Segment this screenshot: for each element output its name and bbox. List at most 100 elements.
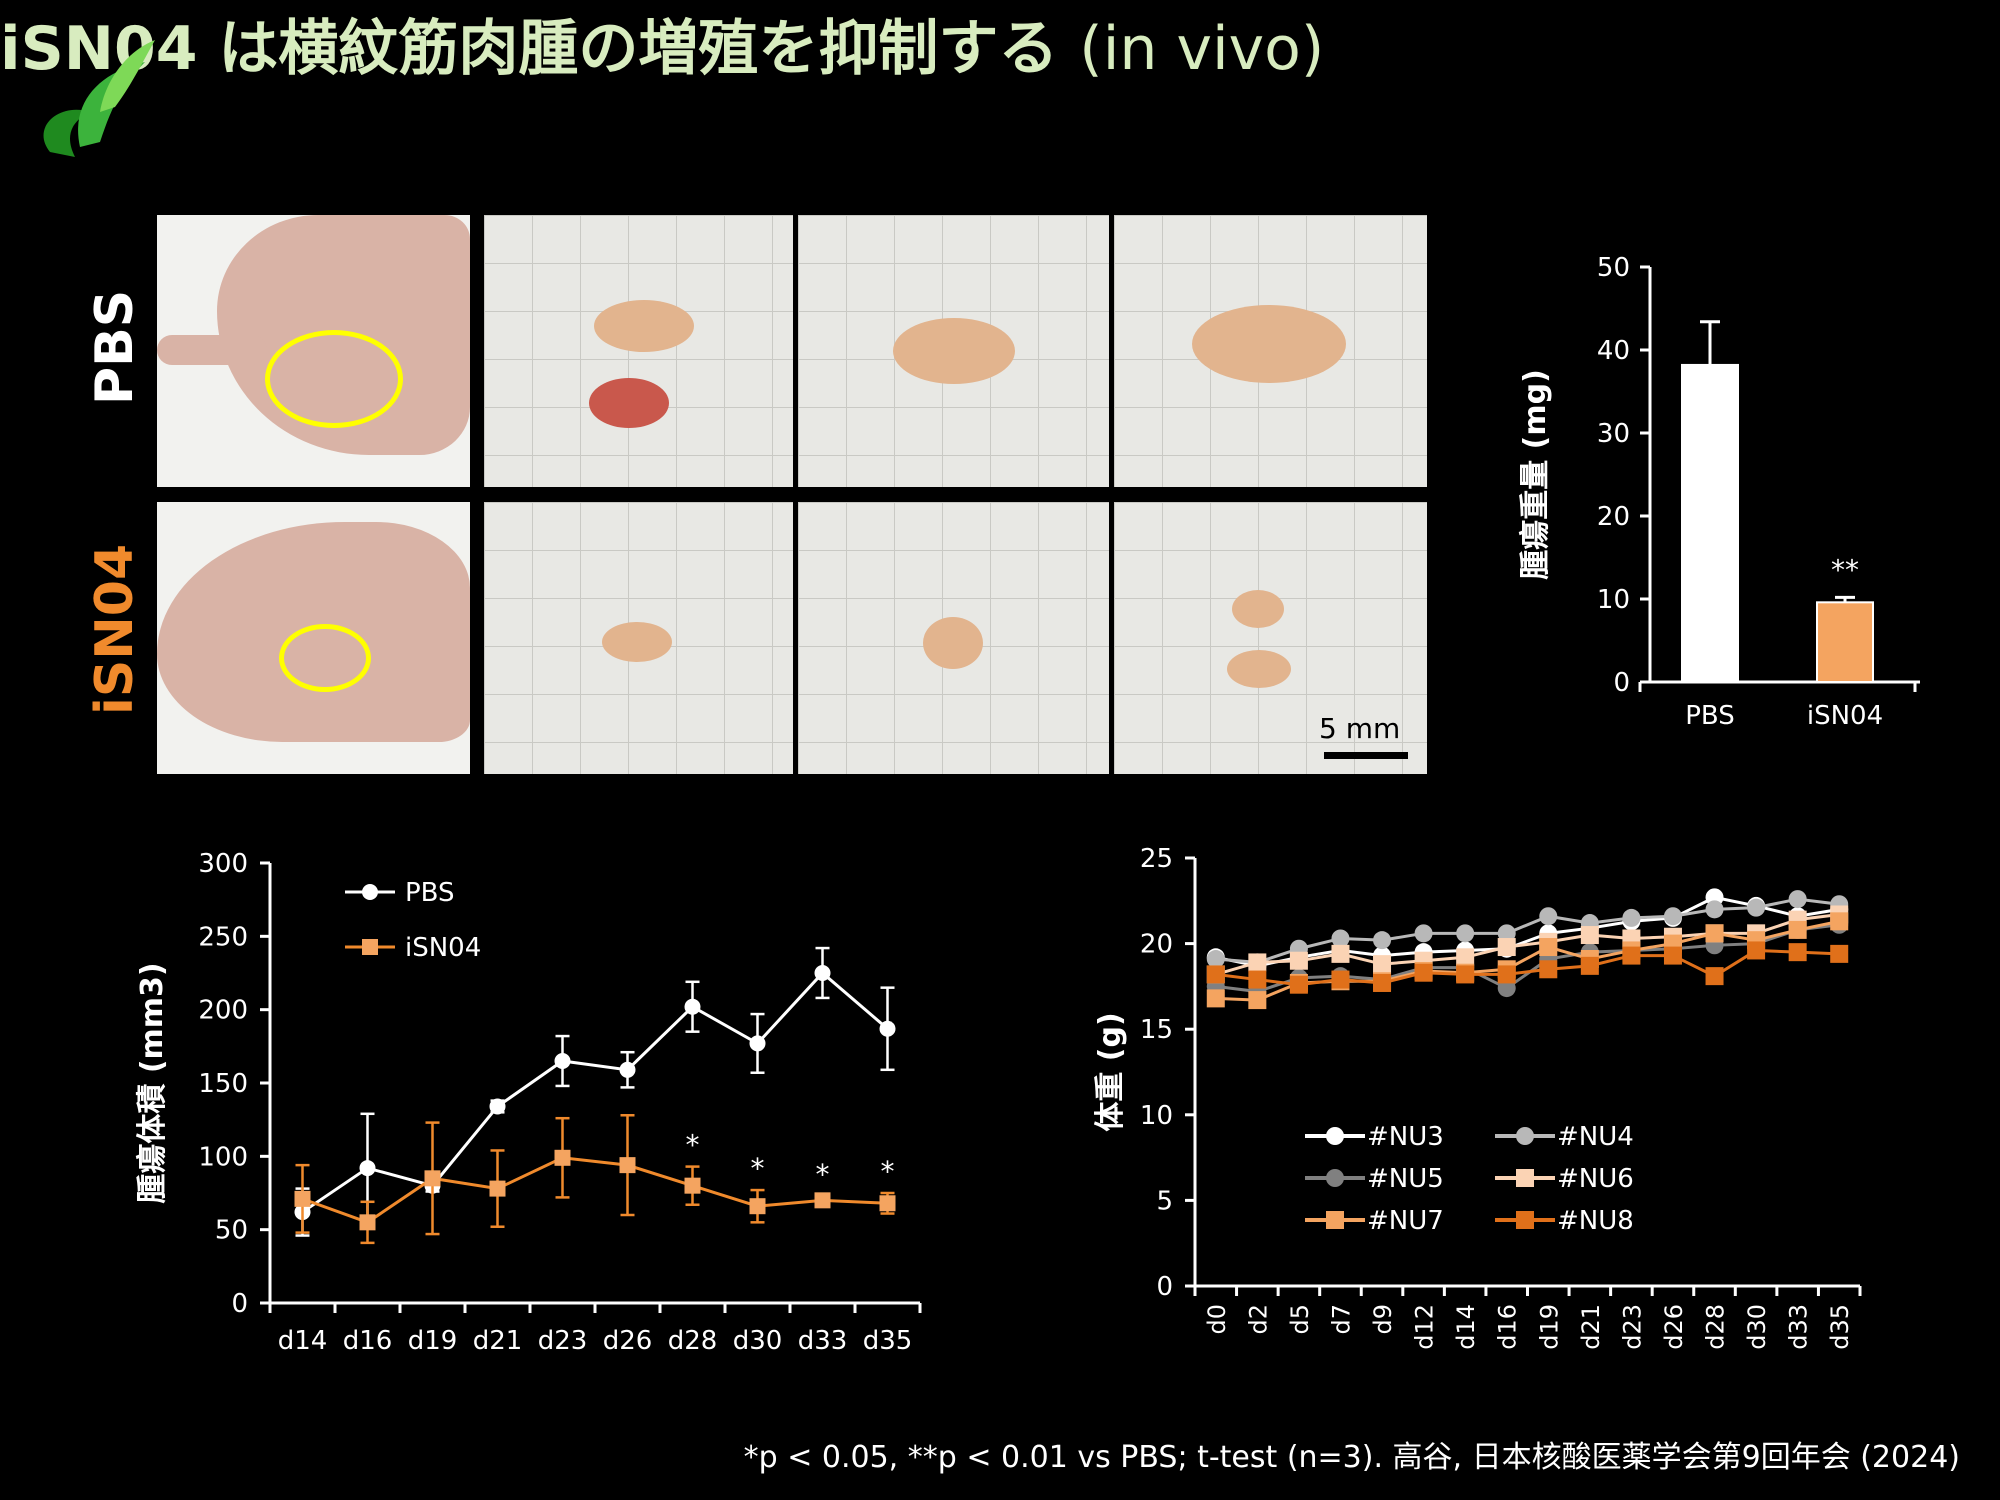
y-tick-label: 50 — [215, 1216, 248, 1246]
legend-label: PBS — [405, 878, 455, 908]
data-point — [749, 1198, 766, 1215]
series-line — [301, 970, 889, 1214]
tumor-photo-pbs-2 — [798, 215, 1109, 487]
data-point — [359, 1214, 376, 1231]
data-point — [684, 998, 701, 1015]
x-tick-label: d35 — [863, 1326, 913, 1356]
data-point — [489, 1098, 506, 1115]
data-point — [1830, 944, 1849, 963]
bar — [1816, 601, 1874, 684]
data-point — [749, 1035, 766, 1052]
legend-label: #NU3 — [1367, 1122, 1444, 1152]
data-point — [879, 1020, 896, 1037]
series-line — [1215, 897, 1840, 964]
row-label-pbs: PBS — [85, 289, 145, 405]
x-tick-label: d26 — [603, 1326, 653, 1356]
data-point — [294, 1190, 311, 1207]
tumor-photo-pbs-3 — [1114, 215, 1427, 487]
data-point — [1289, 951, 1308, 970]
data-point — [1539, 938, 1558, 957]
data-point — [1705, 924, 1724, 943]
title-main: iSN04 は横紋筋肉腫の増殖を抑制する — [0, 14, 1059, 84]
legend-label: #NU5 — [1367, 1164, 1444, 1194]
y-tick-label: 25 — [1140, 844, 1173, 874]
scale-bar-label: 5 mm — [1319, 712, 1401, 745]
row-label-isn04: iSN04 — [85, 543, 145, 715]
leaf-logo-icon — [43, 40, 155, 157]
data-point — [1580, 926, 1599, 945]
legend-label: #NU7 — [1367, 1206, 1444, 1236]
x-tick-label: d9 — [1369, 1304, 1397, 1335]
y-tick-label: 20 — [1140, 930, 1173, 960]
data-point — [1663, 907, 1682, 926]
data-point — [359, 1160, 376, 1177]
data-point — [1248, 953, 1267, 972]
x-tick-label: iSN04 — [1807, 701, 1883, 731]
x-tick-label: d5 — [1286, 1304, 1314, 1335]
bar — [1681, 363, 1739, 683]
y-tick-label: 20 — [1597, 502, 1630, 532]
data-point — [1788, 890, 1807, 909]
x-tick-label: d28 — [668, 1326, 718, 1356]
data-point — [684, 1177, 701, 1194]
y-tick-label: 300 — [198, 849, 248, 879]
data-point — [814, 965, 831, 981]
x-tick-label: d16 — [343, 1326, 393, 1356]
data-point — [1497, 965, 1516, 984]
data-point — [1456, 965, 1475, 984]
series-line — [1215, 895, 1840, 968]
data-point — [1497, 979, 1516, 998]
tumor-highlight-circle — [279, 624, 371, 692]
data-point — [814, 1192, 831, 1209]
data-point — [1456, 924, 1475, 943]
series-line — [1215, 913, 1840, 976]
legend-marker — [1516, 1127, 1534, 1145]
title-sub: (in vivo) — [1079, 14, 1325, 84]
legend-marker — [362, 884, 378, 900]
y-tick-label: 200 — [198, 996, 248, 1026]
x-tick-label: d14 — [1452, 1304, 1480, 1350]
y-axis-label: 腫瘍体積 (mm3) — [135, 962, 170, 1203]
data-point — [1373, 931, 1392, 950]
scale-bar — [1324, 752, 1408, 759]
x-tick-label: d26 — [1660, 1304, 1688, 1350]
data-point — [1331, 970, 1350, 989]
y-tick-label: 15 — [1140, 1015, 1173, 1045]
tumor-photo-pbs-1 — [484, 215, 793, 487]
tumor-photo-isn04-3: 5 mm — [1114, 502, 1427, 774]
data-point — [1206, 989, 1225, 1008]
y-tick-label: 50 — [1597, 253, 1630, 283]
data-point — [1705, 967, 1724, 986]
x-tick-label: d33 — [1785, 1304, 1813, 1350]
y-tick-label: 150 — [198, 1069, 248, 1099]
significance-marker: ** — [1831, 553, 1859, 586]
y-tick-label: 100 — [198, 1142, 248, 1172]
data-point — [554, 1053, 571, 1069]
y-tick-label: 30 — [1597, 419, 1630, 449]
legend-marker — [1516, 1211, 1534, 1229]
data-point — [1539, 907, 1558, 926]
legend-label: #NU8 — [1557, 1206, 1634, 1236]
tumor-weight-bar-chart: 0 10 20 30 40 50 PBS iSN04 ** 腫瘍重量 (mg) — [1518, 253, 1920, 731]
x-tick-label: d2 — [1244, 1304, 1272, 1335]
data-point — [1580, 956, 1599, 975]
y-tick-label: 0 — [1613, 668, 1630, 698]
y-axis-label: 体重 (g) — [1093, 1012, 1128, 1131]
tumor-highlight-circle — [265, 330, 403, 428]
x-tick-label: d16 — [1494, 1304, 1522, 1350]
data-point — [1206, 965, 1225, 984]
legend-marker — [1516, 1169, 1534, 1187]
y-axis-label: 腫瘍重量 (mg) — [1518, 369, 1553, 580]
y-tick-label: 0 — [231, 1289, 248, 1319]
significance-marker: * — [816, 1158, 830, 1191]
data-point — [1414, 924, 1433, 943]
data-point — [1248, 970, 1267, 989]
data-point — [1747, 941, 1766, 960]
x-tick-label: d30 — [1743, 1304, 1771, 1350]
x-tick-label: d19 — [408, 1326, 458, 1356]
legend-label: iSN04 — [405, 933, 481, 963]
data-point — [1705, 900, 1724, 919]
series-line — [1215, 923, 1840, 994]
data-point — [1331, 929, 1350, 948]
data-point — [554, 1149, 571, 1166]
